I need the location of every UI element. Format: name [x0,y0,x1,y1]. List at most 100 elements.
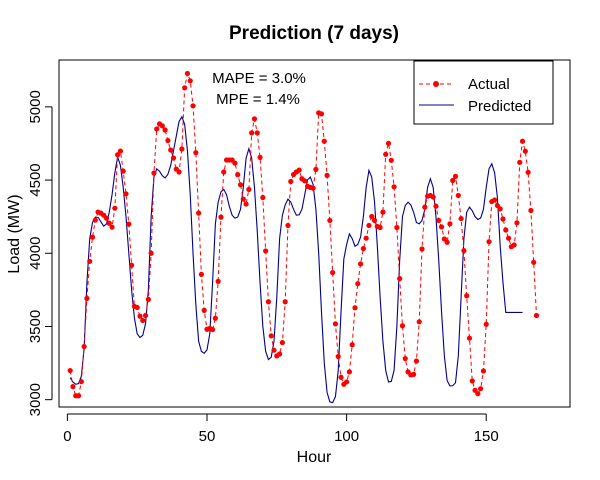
actual-point [249,130,255,136]
actual-point [182,85,188,91]
actual-point [519,138,526,144]
actual-point [377,224,383,231]
actual-point [126,221,132,227]
actual-point [422,204,428,210]
actual-point [112,205,118,211]
actual-point [438,224,445,230]
actual-point [142,312,149,319]
actual-point [525,169,531,175]
actual-point [450,177,456,184]
actual-point [464,293,470,299]
actual-point [184,70,191,77]
actual-point [385,140,392,146]
actual-point [371,217,378,224]
actual-point [388,157,394,163]
x-tick-label: 150 [474,428,499,445]
actual-point [190,103,196,109]
actual-point [394,224,400,231]
actual-point [137,313,143,319]
actual-point [522,148,528,154]
actual-point [344,379,350,385]
actual-point [196,210,202,216]
actual-point [103,215,110,221]
actual-point [268,333,274,339]
actual-point [478,386,484,392]
mpe-annotation: MPE = 1.4% [216,91,300,108]
actual-point [251,116,258,122]
actual-point [109,224,115,230]
actual-point [531,259,537,265]
actual-point [288,178,294,185]
actual-point [140,317,146,324]
actual-point [383,151,389,157]
actual-point [277,351,283,357]
actual-point [92,217,98,223]
actual-point [232,160,238,166]
actual-point [209,326,216,333]
actual-point [503,227,509,233]
actual-point [246,186,252,193]
actual-point [419,246,425,252]
actual-point [201,307,207,313]
actual-point [360,245,366,252]
actual-point [296,167,302,173]
actual-point [352,305,358,311]
actual-point [235,172,241,178]
plot-frame [58,59,571,408]
actual-point [444,239,450,245]
x-tick-label: 0 [63,428,71,445]
actual-point [260,194,266,201]
actual-point [517,159,523,165]
actual-point [416,319,422,325]
actual-point [327,217,333,224]
actual-point [215,278,221,284]
actual-point [279,339,285,346]
actual-point [455,192,461,199]
actual-point [346,369,352,375]
actual-point [115,152,121,158]
y-tick-label: 5000 [27,90,44,123]
x-axis: 0 50 100 150 [63,413,499,445]
actual-point [335,353,341,360]
y-tick-label: 4500 [27,163,44,196]
actual-point [466,335,473,341]
actual-point [218,214,224,220]
actual-point [483,321,489,327]
actual-point [332,321,339,327]
legend: Actual Predicted [413,60,554,125]
mape-annotation: MAPE = 3.0% [212,70,306,87]
actual-point [221,169,227,175]
actual-point [458,215,464,222]
actual-point [528,207,534,214]
predicted-line [69,115,523,404]
actual-point [237,182,244,188]
actual-point [165,137,171,144]
legend-actual-marker [433,81,439,87]
actual-point [349,342,355,348]
actual-point [120,168,126,174]
actual-point [436,217,442,224]
actual-point [413,358,420,364]
actual-point [461,248,467,254]
y-tick-label: 3500 [27,310,44,343]
actual-point [81,343,87,350]
actual-point [282,299,288,305]
actual-point [67,367,73,374]
actual-point [318,111,325,117]
y-axis-label: Load (MW) [6,194,23,273]
actual-point [106,220,112,226]
actual-point [271,347,277,353]
actual-point [151,170,157,176]
actual-point [433,203,439,209]
actual-point [187,78,193,84]
actual-point [469,378,475,384]
actual-point [391,184,397,190]
actual-point [447,221,453,227]
actual-point [176,169,182,175]
actual-point [243,201,249,207]
actual-point [430,194,436,200]
actual-point [313,166,319,172]
actual-point [154,126,160,132]
actual-point [179,146,185,152]
